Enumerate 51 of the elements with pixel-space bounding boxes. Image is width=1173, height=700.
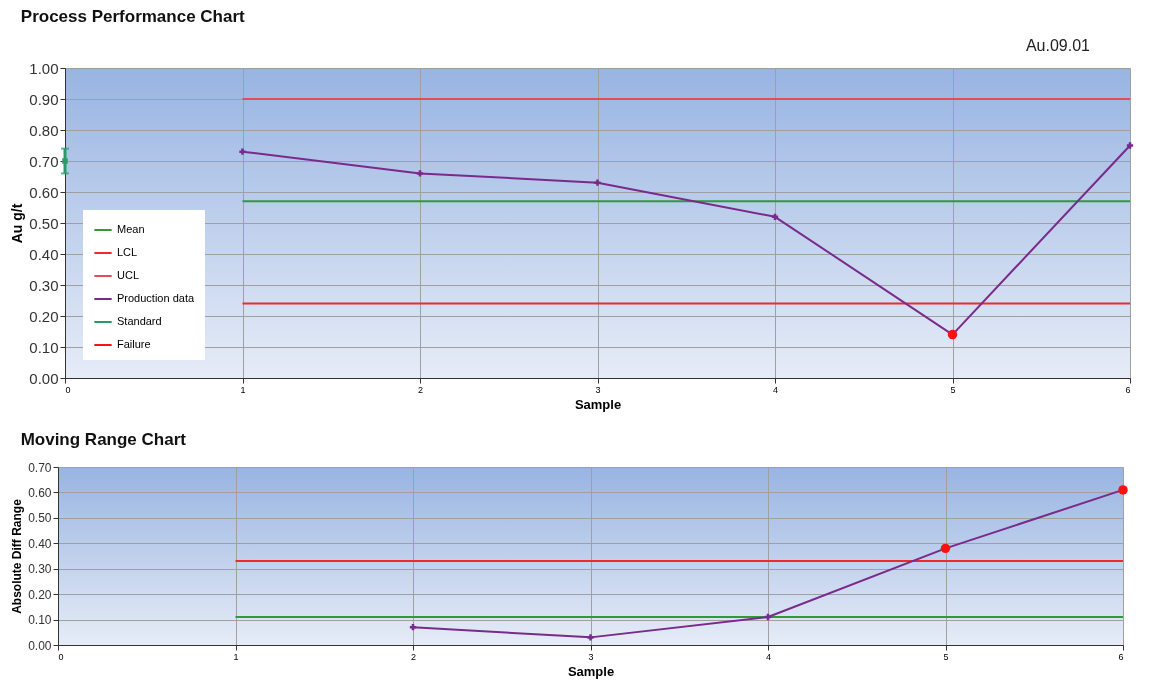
- x-tick-label: 6: [1118, 651, 1124, 662]
- y-tick-label: 0.10: [28, 613, 52, 628]
- x-tick-label: 4: [772, 384, 779, 395]
- y-axis-title: Au g/t: [9, 203, 26, 244]
- y-tick-label: 0.40: [29, 245, 59, 263]
- y-tick-label: 0.90: [29, 90, 59, 108]
- y-tick-label: 0.30: [29, 276, 59, 294]
- x-axis-title: Sample: [574, 396, 622, 412]
- y-tick-label: 1.00: [29, 59, 59, 77]
- legend-label: UCL: [117, 269, 140, 281]
- legend-label: LCL: [117, 246, 138, 258]
- y-tick-label: 0.50: [28, 511, 52, 526]
- legend-label: Production data: [117, 292, 195, 304]
- point: [1126, 142, 1134, 149]
- y-tick-label: 0.30: [28, 562, 52, 577]
- y-tick-label: 0.20: [28, 587, 52, 602]
- chart-title: Process Performance Chart: [20, 7, 246, 26]
- text: Au.09.01: [1025, 37, 1091, 54]
- x-tick-label: 2: [410, 651, 417, 662]
- point: [239, 148, 246, 155]
- x-tick-label: 3: [595, 384, 601, 395]
- x-tick-label: 2: [417, 384, 424, 395]
- y-tick-label: 0.10: [29, 338, 59, 356]
- y-tick-label: 0.20: [29, 307, 59, 325]
- y-tick-label: 0.60: [28, 485, 52, 500]
- y-axis-title: Absolute Diff Range: [10, 498, 25, 614]
- x-axis-title: Sample: [567, 663, 615, 679]
- x-tick-label: 3: [588, 651, 594, 662]
- y-tick-label: 0.60: [29, 183, 59, 201]
- x-tick-label: 4: [765, 651, 772, 662]
- x-tick-label: 5: [943, 651, 949, 662]
- y-tick-label: 0.70: [28, 460, 52, 475]
- point: [416, 170, 424, 177]
- legend-label: Standard: [117, 315, 162, 327]
- y-tick-label: 0.50: [29, 214, 59, 232]
- x-tick-label: 1: [233, 651, 239, 662]
- x-tick-label: 5: [950, 384, 956, 395]
- legend-label: Mean: [117, 223, 145, 235]
- x-tick-label: 0: [65, 384, 71, 395]
- x-tick-label: 0: [58, 651, 64, 662]
- x-tick-label: 6: [1125, 384, 1131, 395]
- y-tick-label: 0.40: [28, 536, 52, 551]
- x-tick-label: 1: [240, 384, 246, 395]
- point: [594, 179, 601, 186]
- chart-title: Moving Range Chart: [20, 430, 187, 449]
- point: [587, 634, 594, 641]
- y-tick-label: 0.70: [29, 152, 59, 170]
- y-tick-label: 0.80: [29, 121, 59, 139]
- y-tick-label: 0.00: [29, 369, 59, 387]
- legend-label: Failure: [117, 338, 151, 350]
- y-tick-label: 0.00: [28, 638, 52, 653]
